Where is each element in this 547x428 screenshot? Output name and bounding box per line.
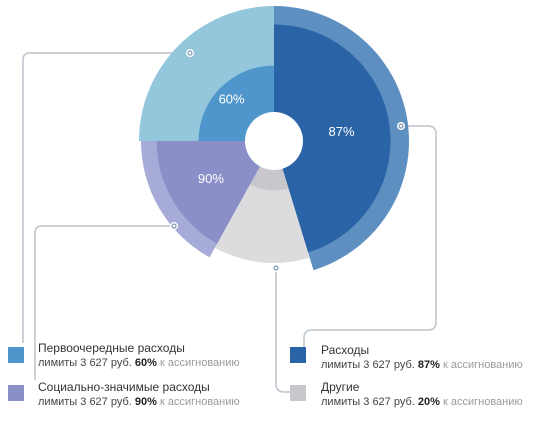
slice-label-priority: 60% — [219, 92, 245, 107]
slice-label-social: 90% — [198, 171, 224, 186]
legend-sub-priority: лимиты 3 627 руб. 60% к ассигнованию — [38, 357, 240, 369]
connector-lines — [22, 52, 437, 393]
legend-title-social: Социально-значимые расходы — [38, 380, 210, 394]
slice-inner-social — [156, 141, 274, 244]
legend-swatch-expenses — [290, 347, 306, 363]
connector-dot-ring-priority — [187, 50, 193, 56]
slice-inner-expenses — [274, 24, 391, 253]
pie-slices — [139, 6, 409, 271]
legend-limit-expenses: лимиты 3 627 руб. — [321, 359, 415, 371]
connector-other — [275, 268, 290, 393]
legend-limit-other: лимиты 3 627 руб. — [321, 396, 415, 408]
legend-pct-priority: 60% — [134, 357, 157, 369]
legend-sub-other: лимиты 3 627 руб. 20% к ассигнованию — [321, 396, 523, 408]
center-hole — [245, 112, 303, 170]
slice-label-expenses: 87% — [328, 124, 354, 139]
slice-outer-other — [214, 141, 310, 264]
connector-dot-ring-social — [171, 223, 177, 229]
legend-title-other: Другие — [321, 380, 360, 394]
legend-title-priority: Первоочередные расходы — [38, 341, 185, 355]
legend-limit-social: лимиты 3 627 руб. — [38, 396, 132, 408]
legend-swatch-priority — [8, 347, 24, 363]
connector-social — [34, 225, 174, 380]
connector-dot-ring-other — [273, 265, 279, 271]
legend-pct-social: 90% — [134, 396, 157, 408]
legend-title-expenses: Расходы — [321, 343, 370, 357]
legend-note-priority: к ассигнованию — [159, 357, 240, 369]
legend-swatch-other — [290, 385, 306, 401]
connector-priority — [22, 52, 190, 343]
legend-note-social: к ассигнованию — [159, 396, 240, 408]
legend-sub-expenses: лимиты 3 627 руб. 87% к ассигнованию — [321, 359, 523, 371]
legend-pct-expenses: 87% — [417, 359, 440, 371]
legend-limit-priority: лимиты 3 627 руб. — [38, 357, 132, 369]
slice-labels: 87% 90% 60% — [198, 92, 355, 187]
connector-dot-ring-expenses — [398, 123, 404, 129]
legend-note-other: к ассигнованию — [442, 396, 523, 408]
legend-pct-other: 20% — [417, 396, 440, 408]
legend-note-expenses: к ассигнованию — [442, 359, 523, 371]
legend-sub-social: лимиты 3 627 руб. 90% к ассигнованию — [38, 396, 240, 408]
legend-swatch-social — [8, 385, 24, 401]
connector-dots — [170, 49, 405, 272]
connector-expenses — [303, 125, 437, 348]
